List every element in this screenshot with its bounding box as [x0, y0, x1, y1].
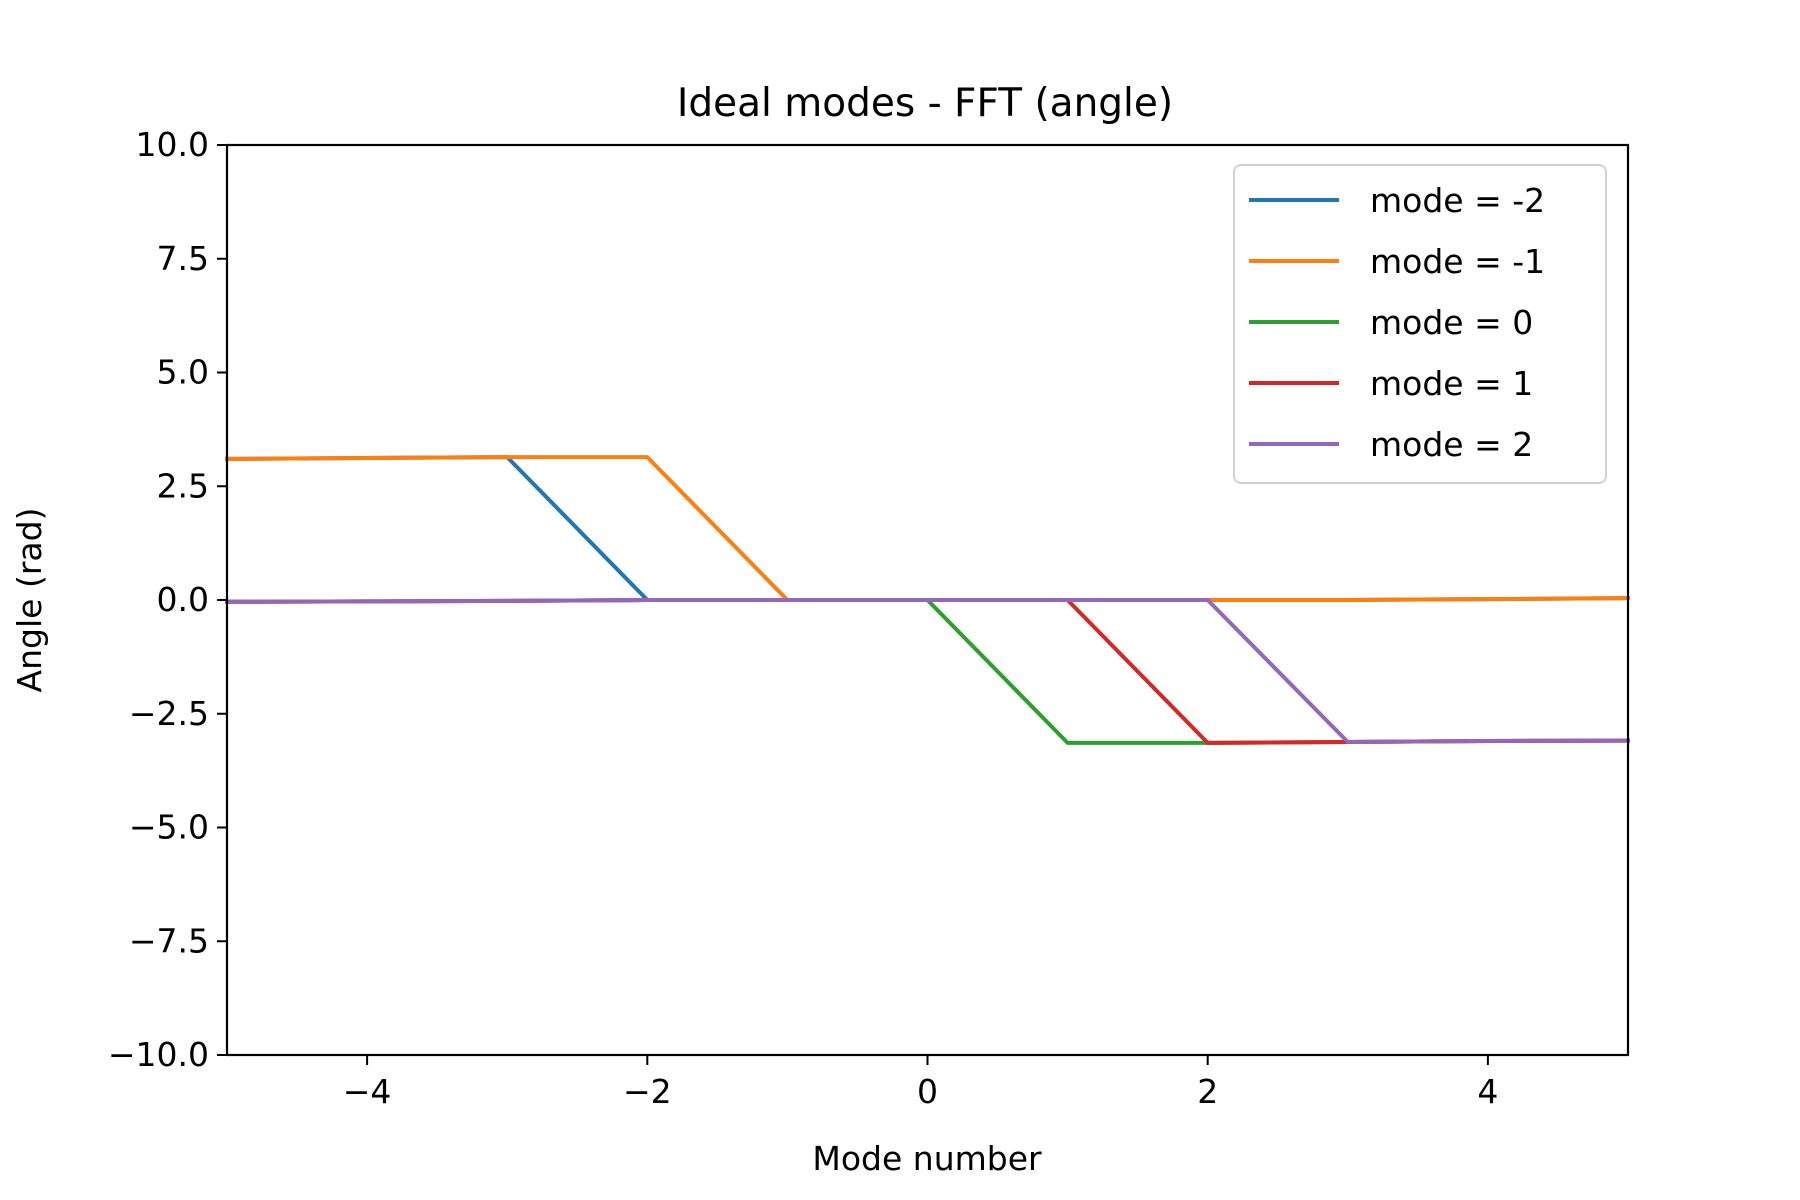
chart-title: Ideal modes - FFT (angle): [677, 81, 1173, 126]
x-tick-label: 2: [1197, 1072, 1218, 1111]
legend: mode = -2 mode = -1 mode = 0 mode = 1 mode =…: [1233, 164, 1607, 484]
y-axis: 10.0 7.5 5.0 2.5 0.0 −2.5 −5.0 −7.5 −10.0: [108, 125, 227, 1074]
series-layer: [224, 455, 1631, 745]
y-axis-label: Angle (rad): [10, 508, 49, 693]
legend-label: mode = 0: [1370, 303, 1533, 342]
y-tick-label: 7.5: [157, 239, 209, 278]
y-tick-label: −2.5: [129, 694, 209, 733]
legend-label: mode = 1: [1370, 364, 1533, 403]
x-tick-label: −4: [343, 1072, 392, 1111]
x-tick-label: 0: [917, 1072, 938, 1111]
legend-label: mode = 2: [1370, 425, 1533, 464]
x-axis-label: Mode number: [812, 1139, 1042, 1178]
legend-label: mode = -1: [1370, 242, 1545, 281]
y-tick-label: −10.0: [108, 1035, 209, 1074]
y-tick-label: 0.0: [157, 580, 209, 619]
legend-label: mode = -2: [1370, 181, 1545, 220]
y-tick-label: −5.0: [129, 808, 209, 847]
y-tick-label: 10.0: [136, 125, 209, 164]
y-tick-label: 2.5: [157, 466, 209, 505]
series-line-4: [224, 598, 1631, 744]
legend-box: [1233, 164, 1607, 484]
y-tick-label: 5.0: [157, 353, 209, 392]
x-tick-label: −2: [623, 1072, 672, 1111]
x-axis: −4 −2 0 2 4: [343, 1055, 1498, 1111]
y-tick-label: −7.5: [129, 921, 209, 960]
x-tick-label: 4: [1477, 1072, 1498, 1111]
